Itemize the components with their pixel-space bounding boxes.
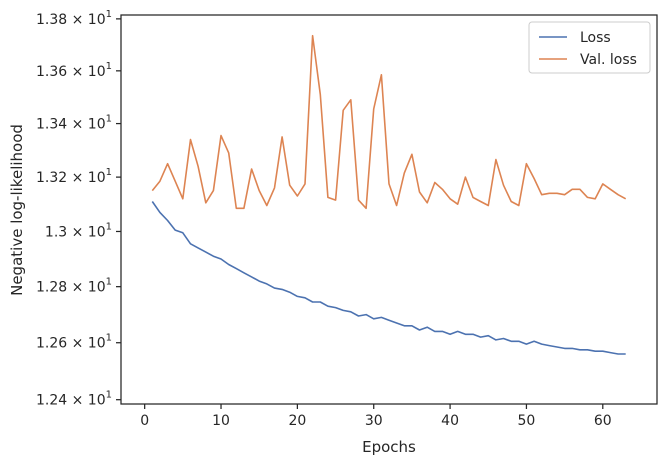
y-axis-ticks: 1.24 × 101 1.26 × 101 1.28 × 101 1.3 × 101 1…: [36, 9, 121, 409]
plot-area: [121, 15, 657, 404]
y-tick-label: 1.28 × 101: [36, 277, 112, 296]
series-lines: [151, 34, 627, 355]
series-line-val-loss: [151, 34, 627, 210]
y-tick-label: 1.32 × 101: [36, 167, 112, 186]
y-tick-label: 1.38 × 101: [36, 9, 112, 28]
legend-label-val-loss: Val. loss: [580, 52, 637, 68]
x-tick-label: 10: [212, 413, 230, 429]
y-tick-label: 1.36 × 101: [36, 61, 112, 80]
legend-box: [528, 21, 651, 74]
y-tick-label: 1.34 × 101: [36, 114, 112, 133]
legend-label-loss: Loss: [580, 30, 611, 46]
series-line-loss: [151, 201, 626, 355]
x-axis-label: Epochs: [362, 438, 416, 456]
y-tick-label: 1.3 × 101: [45, 221, 112, 240]
y-axis-label: Negative log-likelihood: [8, 124, 26, 296]
x-tick-label: 60: [594, 413, 612, 429]
x-axis-ticks: 0 10 20 30 40 50 60: [140, 404, 612, 429]
x-tick-label: 40: [441, 413, 459, 429]
x-tick-label: 50: [518, 413, 536, 429]
x-tick-label: 30: [365, 413, 383, 429]
plot-frame: [120, 14, 658, 405]
x-tick-label: 0: [140, 413, 149, 429]
y-tick-label: 1.24 × 101: [36, 390, 112, 409]
x-tick-label: 20: [288, 413, 306, 429]
legend: Loss Val. loss: [528, 21, 651, 74]
y-tick-label: 1.26 × 101: [36, 333, 112, 352]
